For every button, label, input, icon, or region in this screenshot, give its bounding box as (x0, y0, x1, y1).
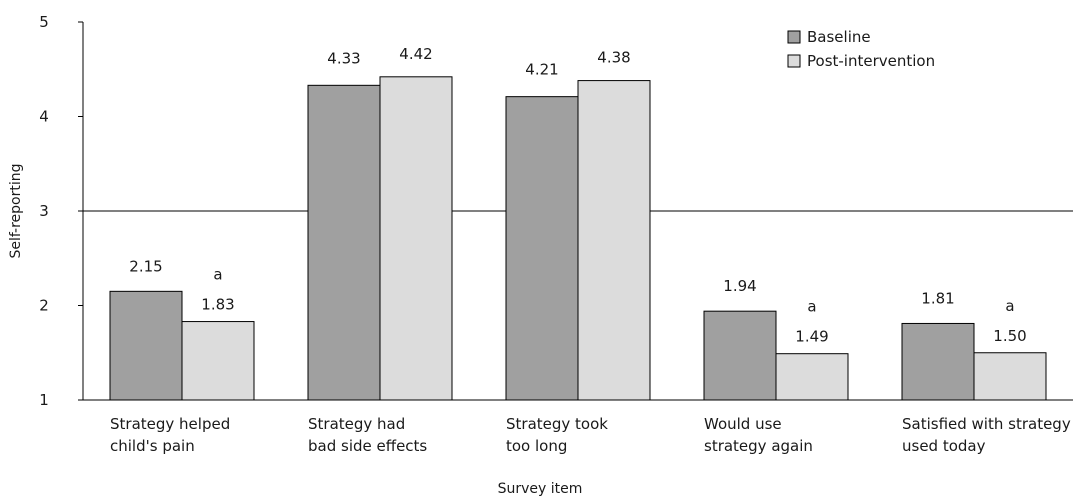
category-label: strategy again (704, 437, 813, 455)
y-axis-title: Self-reporting (8, 163, 24, 258)
baseline-value-label: 4.21 (525, 61, 558, 79)
baseline-bar (307, 84, 381, 401)
baseline-bar (109, 290, 183, 401)
baseline-value-label: 1.94 (723, 277, 756, 295)
post-intervention-bar (973, 352, 1047, 401)
baseline-bar (703, 310, 777, 401)
category-label: Would use (704, 415, 782, 433)
legend-swatch (787, 54, 801, 68)
y-tick-label: 2 (39, 297, 49, 315)
post-intervention-value-label: 1.49 (795, 328, 828, 346)
y-tick-label: 3 (39, 202, 49, 220)
y-tick-label: 1 (39, 391, 49, 409)
post-intervention-bar (577, 80, 651, 401)
baseline-value-label: 4.33 (327, 49, 360, 67)
post-intervention-value-label: 4.42 (399, 45, 432, 63)
baseline-bar (901, 322, 975, 401)
post-intervention-bar (379, 76, 453, 401)
category-label: too long (506, 437, 567, 455)
category-label: used today (902, 437, 986, 455)
post-intervention-bar (775, 353, 849, 401)
category-label: Strategy took (506, 415, 608, 433)
legend-label: Baseline (807, 28, 871, 46)
significance-marker: a (807, 298, 816, 316)
legend-label: Post-intervention (807, 52, 935, 70)
legend-swatch (787, 30, 801, 44)
category-label: child's pain (110, 437, 195, 455)
category-label: Strategy had (308, 415, 405, 433)
post-intervention-bar (181, 321, 255, 401)
category-label: bad side effects (308, 437, 427, 455)
y-tick-label: 4 (39, 108, 49, 126)
significance-marker: a (213, 266, 222, 284)
x-axis-title: Survey item (498, 481, 583, 497)
post-intervention-value-label: 1.50 (993, 327, 1026, 345)
category-label: Satisfied with strategy (902, 415, 1071, 433)
post-intervention-value-label: 1.83 (201, 296, 234, 314)
baseline-value-label: 1.81 (921, 289, 954, 307)
baseline-value-label: 2.15 (129, 257, 162, 275)
post-intervention-value-label: 4.38 (597, 49, 630, 67)
y-tick-label: 5 (39, 13, 49, 31)
baseline-bar (505, 96, 579, 401)
significance-marker: a (1005, 297, 1014, 315)
category-label: Strategy helped (110, 415, 230, 433)
